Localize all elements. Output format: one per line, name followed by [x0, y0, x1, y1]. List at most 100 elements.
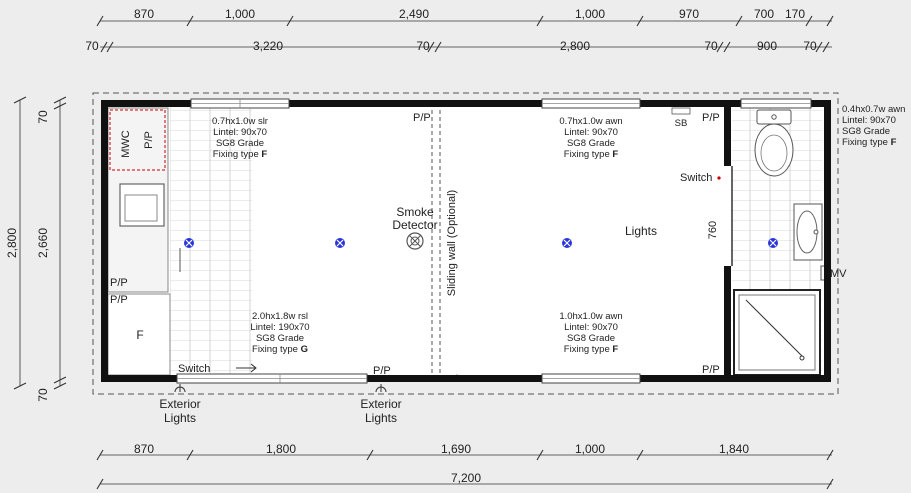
window-note-4: 2.0hx1.8w rsl Lintel: 190x70 SG8 Grade F…: [250, 311, 309, 355]
dim-top2-4: 70: [704, 39, 718, 53]
switch-label-entry: Switch: [178, 363, 210, 375]
left-dimensions: [13, 96, 67, 390]
window-5-lintel: Lintel: 90x70: [564, 322, 618, 333]
window-4-fixing-type: G: [301, 344, 308, 355]
exterior-light-icon-1: [174, 384, 186, 393]
exterior-walls: [101, 100, 831, 382]
switch-label-bath: Switch: [680, 172, 712, 184]
dim-top1-5: 700: [754, 7, 774, 21]
pp-label-bath-top: P/P: [702, 112, 720, 124]
window-3-size: 0.4hx0.7w awn: [842, 104, 905, 115]
lights-label: Lights: [625, 224, 657, 238]
light-icon: [184, 238, 194, 248]
window-4-grade: SG8 Grade: [256, 333, 304, 344]
pp-label-fridge: P/P: [110, 294, 128, 306]
window-4-fixing: Fixing type G: [252, 344, 308, 355]
dim-top2-1: 3,220: [253, 39, 283, 53]
window-4-size: 2.0hx1.8w rsl: [252, 311, 308, 322]
exterior-light-1-line2: Lights: [164, 411, 196, 425]
smoke-detector-icon: [406, 232, 424, 250]
dim-top2-3: 2,800: [560, 39, 590, 53]
light-icons: [184, 238, 778, 248]
window-glazing: [177, 99, 811, 383]
pp-label-entry: P/P: [373, 365, 391, 377]
shower: [733, 289, 821, 376]
window-1-fixing-prefix: Fixing type: [213, 149, 262, 160]
light-icon: [768, 238, 778, 248]
dim-top2-2: 70: [416, 39, 430, 53]
window-2-fixing: Fixing type F: [564, 149, 619, 160]
dim-bottom-0: 870: [134, 442, 154, 456]
window-1-grade: SG8 Grade: [216, 138, 264, 149]
vanity-basin: [793, 203, 823, 261]
sb-box: [671, 107, 691, 115]
light-icon: [335, 238, 345, 248]
dim-760: 760: [707, 221, 719, 239]
window-5-fixing: Fixing type F: [564, 344, 619, 355]
exterior-light-1-line1: Exterior: [159, 397, 200, 411]
dim-left-inner: 2,660: [36, 228, 50, 258]
dim-top1-2: 2,490: [399, 7, 429, 21]
microwave-zone: [109, 109, 166, 171]
arrow-icon: [236, 363, 257, 373]
dim-bottom-total: 7,200: [451, 471, 481, 485]
top-ticks: [96, 15, 834, 53]
smoke-label-2: Detector: [392, 218, 437, 232]
sliding-wall-label: Sliding wall (Optional): [446, 190, 458, 296]
pp-label-kitchen: P/P: [110, 277, 128, 289]
fridge: [107, 293, 171, 376]
window-4-lintel: Lintel: 190x70: [250, 322, 309, 333]
window-5-grade: SG8 Grade: [567, 333, 615, 344]
window-3-fixing-type: F: [891, 137, 897, 148]
dim-bottom-1: 1,800: [266, 442, 296, 456]
window-note-5: 1.0hx1.0w awn Lintel: 90x70 SG8 Grade Fi…: [559, 311, 622, 355]
window-note-2: 0.7hx1.0w awn Lintel: 90x70 SG8 Grade Fi…: [559, 116, 622, 160]
mwc-label: MWC: [120, 130, 132, 158]
switch-marker-bath: [717, 176, 721, 180]
dim-top1-1: 1,000: [225, 7, 255, 21]
kitchen-sink-bowl: [124, 194, 158, 222]
bottom-dimensions: [96, 449, 834, 490]
dim-top1-0: 870: [134, 7, 154, 21]
dim-bottom-3: 1,000: [575, 442, 605, 456]
window-4-fixing-prefix: Fixing type: [252, 344, 301, 355]
dim-left-top: 70: [36, 110, 50, 124]
pp-label-bath-bottom: P/P: [702, 364, 720, 376]
dim-left-bottom: 70: [36, 388, 50, 402]
roof-outline: [92, 92, 839, 395]
kitchen-tiles: [170, 107, 252, 375]
toilet: [754, 109, 794, 177]
dim-top2-5: 900: [757, 39, 777, 53]
window-3-lintel: Lintel: 90x70: [842, 115, 896, 126]
dim-left-outer: 2,800: [5, 228, 19, 258]
sb-label: SB: [675, 118, 688, 129]
window-2-lintel: Lintel: 90x70: [564, 127, 618, 138]
dim-top1-3: 1,000: [575, 7, 605, 21]
window-note-3: 0.4hx0.7w awn Lintel: 90x70 SG8 Grade Fi…: [842, 104, 905, 148]
dim-top2-6: 70: [803, 39, 817, 53]
sliding-wall: [431, 110, 441, 375]
exterior-light-2-line1: Exterior: [360, 397, 401, 411]
dim-top1-6: 170: [785, 7, 805, 21]
bathroom-door-gap: [724, 166, 731, 266]
pp-label-centre: P/P: [413, 112, 431, 124]
mv-label: MV: [830, 268, 847, 280]
window-2-fixing-prefix: Fixing type: [564, 149, 613, 160]
window-2-size: 0.7hx1.0w awn: [559, 116, 622, 127]
window-3-grade: SG8 Grade: [842, 126, 890, 137]
dim-top1-4: 970: [679, 7, 699, 21]
window-1-size: 0.7hx1.0w slr: [212, 116, 268, 127]
window-5-fixing-type: F: [612, 344, 618, 355]
window-2-fixing-type: F: [612, 149, 618, 160]
dim-bottom-4: 1,840: [719, 442, 749, 456]
window-2-grade: SG8 Grade: [567, 138, 615, 149]
exterior-light-2-line2: Lights: [365, 411, 397, 425]
window-1-lintel: Lintel: 90x70: [213, 127, 267, 138]
smoke-label-1: Smoke: [396, 205, 434, 219]
fridge-label: F: [136, 328, 143, 342]
light-icon: [562, 238, 572, 248]
window-note-1: 0.7hx1.0w slr Lintel: 90x70 SG8 Grade Fi…: [212, 116, 268, 160]
window-1-fixing-type: F: [261, 149, 267, 160]
exterior-light-icon-2: [375, 384, 387, 393]
